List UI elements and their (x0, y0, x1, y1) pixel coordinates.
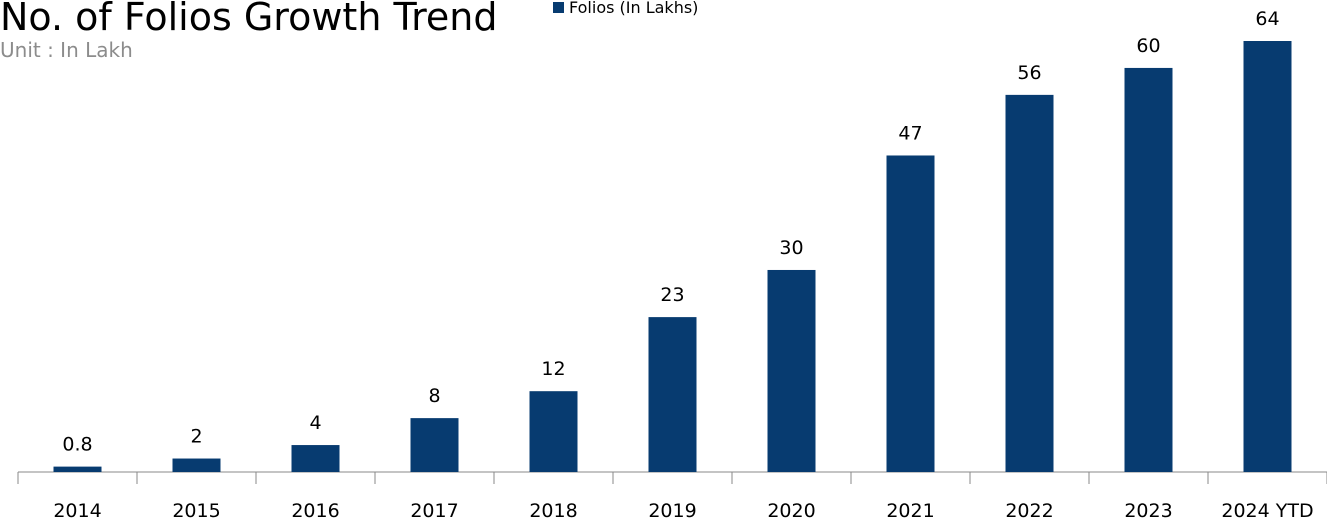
value-label: 12 (541, 358, 565, 380)
x-tick-label: 2021 (886, 500, 934, 522)
x-tick-label: 2023 (1124, 500, 1172, 522)
bar (1243, 41, 1292, 472)
value-label: 64 (1255, 8, 1279, 30)
bar (648, 317, 697, 472)
legend-swatch (553, 2, 564, 13)
value-label: 0.8 (62, 434, 92, 456)
value-label: 47 (898, 122, 922, 144)
x-tick-label: 2019 (648, 500, 696, 522)
value-label: 2 (190, 426, 202, 448)
x-tick-label: 2014 (53, 500, 101, 522)
x-tick-label: 2015 (172, 500, 220, 522)
x-tick-label: 2024 YTD (1221, 500, 1313, 522)
bar (1124, 67, 1173, 472)
bar (53, 466, 102, 472)
bar (886, 155, 935, 472)
value-label: 8 (428, 385, 440, 407)
chart-subtitle: Unit : In Lakh (0, 38, 133, 62)
x-tick-label: 2018 (529, 500, 577, 522)
bar (767, 269, 816, 472)
value-label: 56 (1017, 62, 1041, 84)
value-label: 4 (309, 412, 321, 434)
value-label: 23 (660, 284, 684, 306)
value-label: 30 (779, 237, 803, 259)
x-tick-label: 2017 (410, 500, 458, 522)
bar (410, 418, 459, 472)
value-label: 60 (1136, 35, 1160, 57)
legend-label: Folios (In Lakhs) (569, 0, 698, 17)
bar (1005, 94, 1054, 472)
x-tick-label: 2016 (291, 500, 339, 522)
x-tick-label: 2022 (1005, 500, 1053, 522)
bar (529, 391, 578, 472)
x-tick-label: 2020 (767, 500, 815, 522)
bar (172, 458, 221, 472)
bar (291, 445, 340, 472)
chart-title: No. of Folios Growth Trend (0, 0, 498, 39)
